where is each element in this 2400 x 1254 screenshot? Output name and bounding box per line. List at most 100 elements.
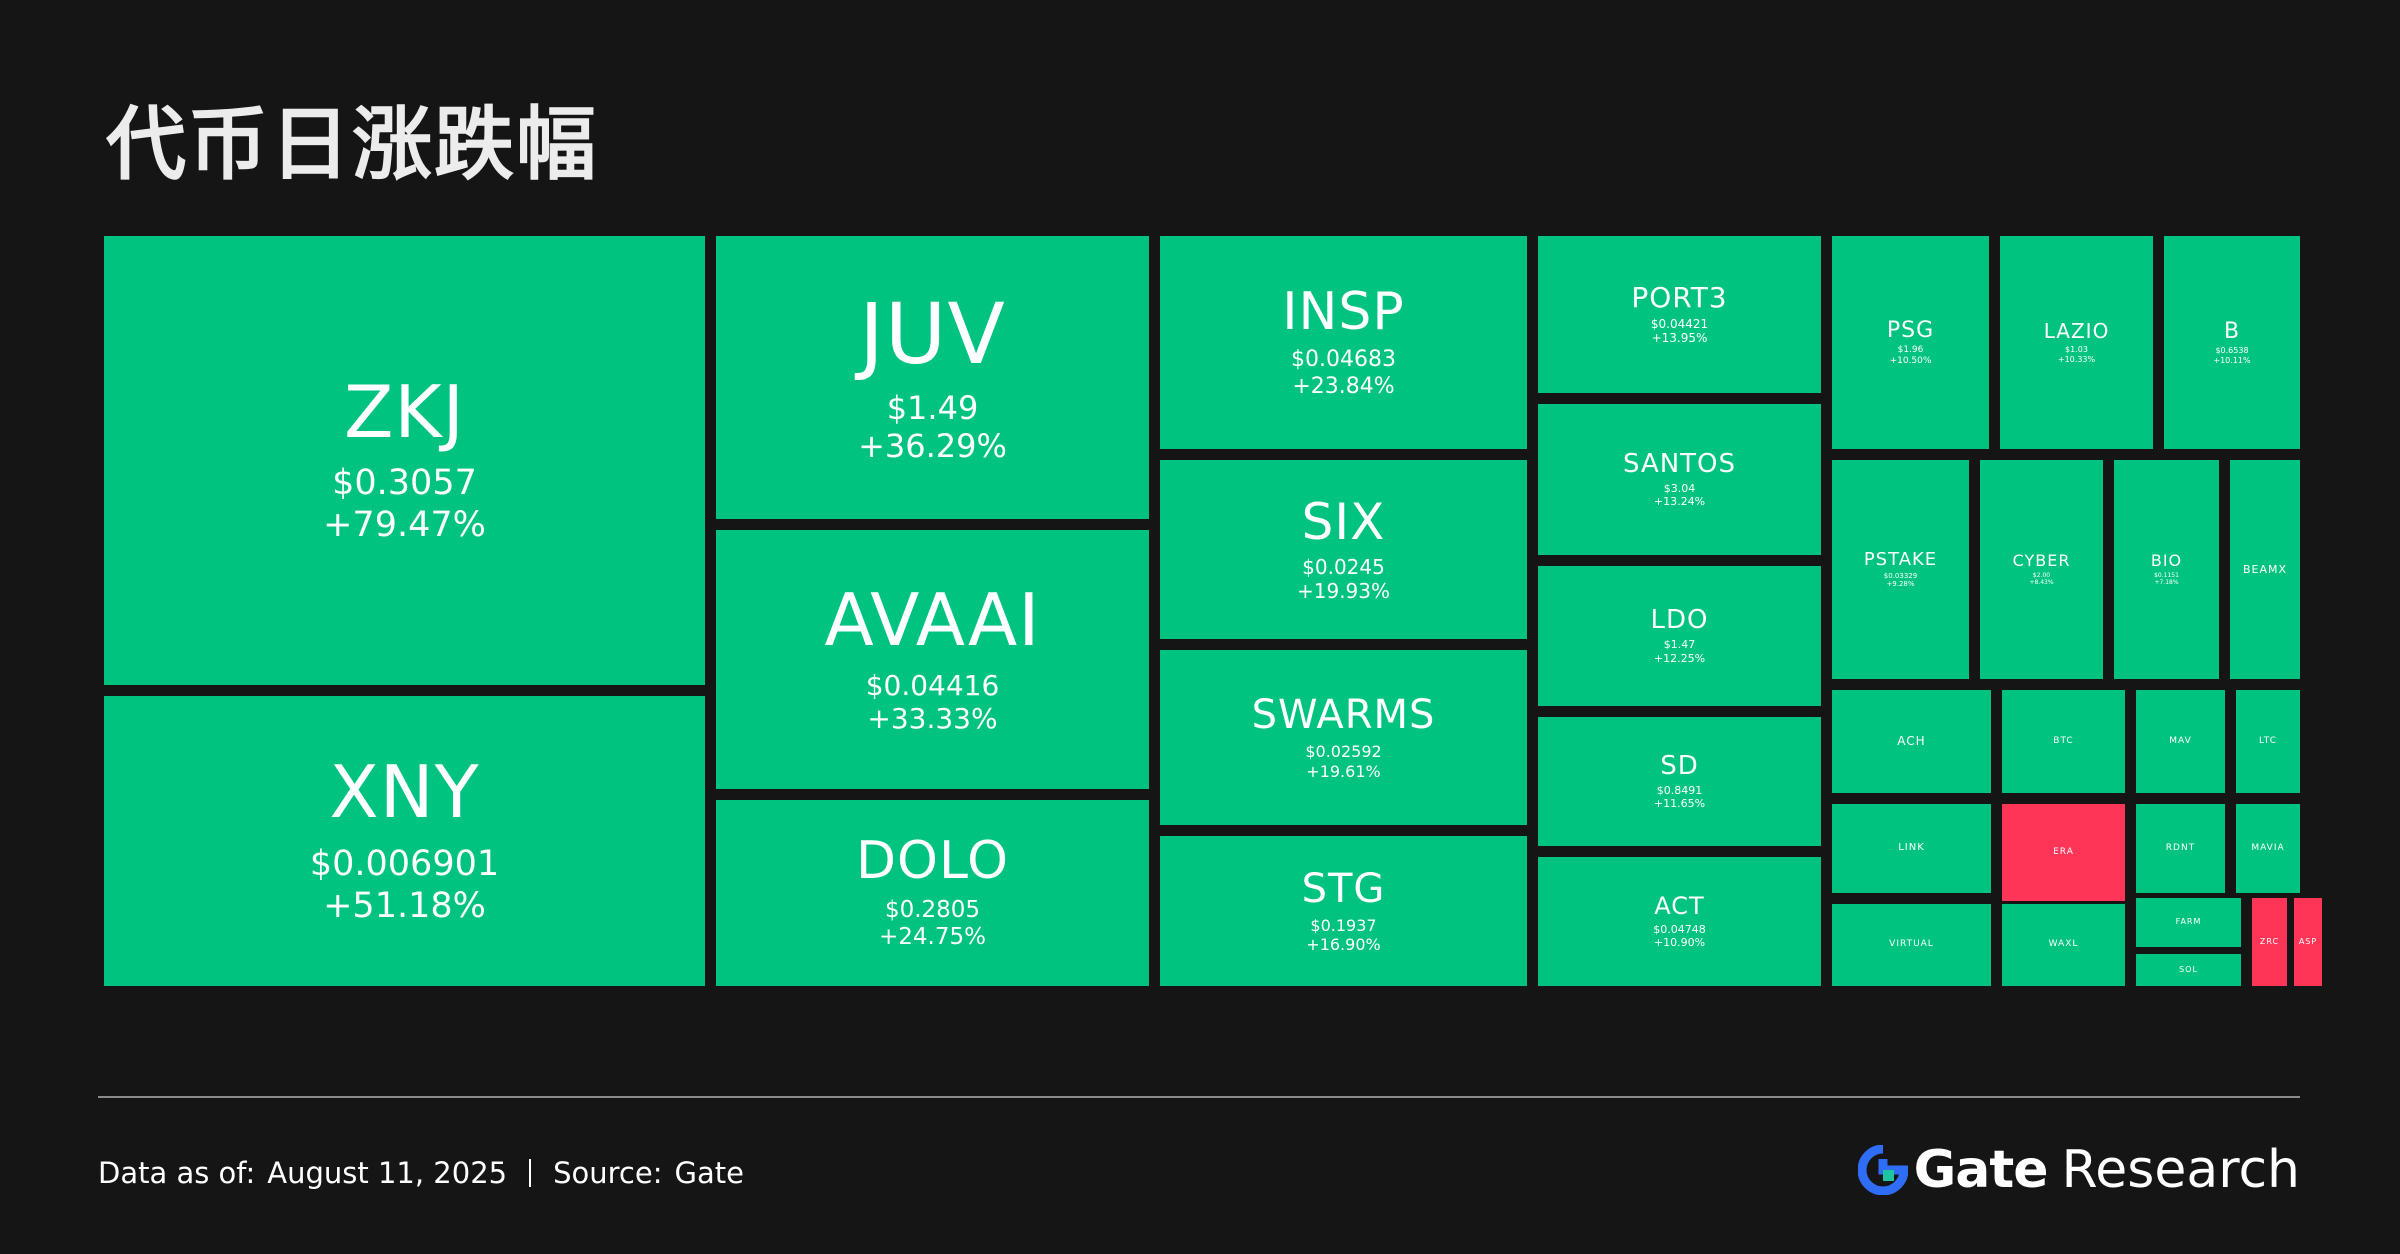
- tile-price: $0.03329: [1883, 571, 1918, 580]
- tile-price: $0.2805: [884, 896, 981, 923]
- tile-symbol: PSG: [1886, 317, 1935, 343]
- tile-change: +33.33%: [867, 702, 998, 736]
- tile-price: $0.0245: [1302, 555, 1385, 580]
- tile-change: +79.47%: [323, 505, 486, 546]
- treemap-tile-era: ERA: [2002, 804, 2125, 901]
- tile-change: +16.90%: [1306, 935, 1381, 954]
- tile-symbol: SANTOS: [1622, 448, 1737, 479]
- tile-price: $0.6538: [2215, 345, 2249, 355]
- treemap-tile-sol: SOL: [2136, 954, 2241, 986]
- tile-price: $0.8491: [1656, 783, 1703, 797]
- tile-price: $0.006901: [309, 843, 500, 884]
- tile-price: $2.00: [2032, 571, 2051, 579]
- tile-change: +9.28%: [1886, 579, 1915, 588]
- tile-symbol: MAVIA: [2251, 842, 2285, 853]
- treemap-tile-insp: INSP $0.04683 +23.84%: [1160, 236, 1527, 449]
- tile-symbol: LDO: [1650, 605, 1709, 636]
- treemap-tile-ldo: LDO $1.47 +12.25%: [1538, 566, 1821, 706]
- tile-price: $1.49: [886, 388, 979, 427]
- tile-change: +10.33%: [2057, 354, 2096, 364]
- tile-price: $0.1151: [2154, 571, 2179, 579]
- tile-price: $1.47: [1663, 638, 1696, 652]
- date-value: August 11, 2025: [267, 1156, 508, 1190]
- treemap: ZKJ $0.3057 +79.47% XNY $0.006901 +51.18% JUV $…: [104, 236, 2322, 986]
- tile-change: +19.93%: [1296, 579, 1391, 604]
- tile-symbol: FARM: [2175, 917, 2202, 927]
- tile-symbol: PORT3: [1631, 281, 1728, 315]
- treemap-tile-asp: ASP: [2294, 898, 2322, 986]
- tile-price: $0.04683: [1291, 347, 1396, 373]
- tile-symbol: BEAMX: [2242, 562, 2288, 576]
- tile-change: +10.50%: [1889, 355, 1932, 366]
- treemap-tile-link: LINK: [1832, 804, 1991, 893]
- tile-symbol: SWARMS: [1251, 692, 1436, 739]
- treemap-tile-act: ACT $0.04748 +10.90%: [1538, 857, 1821, 986]
- tile-price: $0.3057: [332, 463, 477, 504]
- tile-symbol: STG: [1301, 865, 1386, 912]
- date-label: Data as of:: [98, 1156, 256, 1190]
- tile-symbol: BIO: [2150, 550, 2183, 570]
- tile-price: $3.04: [1663, 481, 1696, 495]
- tile-symbol: DOLO: [855, 831, 1010, 892]
- tile-change: +11.65%: [1653, 797, 1706, 811]
- tile-symbol: ERA: [2053, 846, 2074, 857]
- tile-symbol: SD: [1660, 750, 1699, 781]
- tile-symbol: VIRTUAL: [1889, 939, 1934, 950]
- tile-change: +24.75%: [879, 924, 986, 951]
- treemap-tile-bio: BIO $0.1151 +7.18%: [2114, 460, 2219, 679]
- tile-symbol: AVAAI: [824, 578, 1041, 663]
- treemap-tile-mav: MAV: [2136, 690, 2225, 793]
- tile-symbol: ACH: [1897, 734, 1926, 749]
- treemap-tile-port3: PORT3 $0.04421 +13.95%: [1538, 236, 1821, 393]
- tile-symbol: RDNT: [2165, 842, 2196, 853]
- tile-symbol: SIX: [1301, 492, 1386, 551]
- treemap-tile-ltc: LTC: [2236, 690, 2300, 793]
- treemap-tile-farm: FARM: [2136, 898, 2241, 947]
- brand-name: Gate: [1913, 1140, 2049, 1200]
- gate-logo-icon: [1857, 1145, 1908, 1195]
- treemap-tile-lazio: LAZIO $1.03 +10.33%: [2000, 236, 2153, 449]
- tile-change: +13.24%: [1653, 495, 1706, 509]
- tile-symbol: ZKJ: [344, 369, 465, 454]
- brand: Gate Research: [1857, 1140, 2300, 1200]
- brand-suffix: Research: [2061, 1140, 2300, 1200]
- tile-change: +23.84%: [1292, 373, 1395, 399]
- tile-symbol: XNY: [329, 750, 480, 835]
- treemap-tile-btc: BTC: [2002, 690, 2125, 793]
- tile-symbol: CYBER: [2012, 550, 2071, 570]
- tile-symbol: JUV: [859, 284, 1006, 383]
- tile-change: +51.18%: [323, 885, 486, 926]
- footer-divider: [98, 1096, 2300, 1098]
- treemap-tile-santos: SANTOS $3.04 +13.24%: [1538, 404, 1821, 555]
- treemap-tile-psg: PSG $1.96 +10.50%: [1832, 236, 1989, 449]
- treemap-tile-ach: ACH: [1832, 690, 1991, 793]
- tile-symbol: ASP: [2298, 936, 2318, 946]
- treemap-tile-dolo: DOLO $0.2805 +24.75%: [716, 800, 1149, 986]
- treemap-tile-six: SIX $0.0245 +19.93%: [1160, 460, 1527, 639]
- tile-symbol: LTC: [2258, 735, 2278, 746]
- treemap-tile-waxl: WAXL: [2002, 904, 2125, 986]
- footer-separator: [529, 1159, 532, 1187]
- source-value: Gate: [674, 1156, 744, 1190]
- tile-symbol: ZRC: [2259, 936, 2280, 946]
- treemap-tile-rdnt: RDNT: [2136, 804, 2225, 893]
- tile-change: +36.29%: [858, 427, 1007, 466]
- tile-symbol: B: [2223, 318, 2241, 344]
- treemap-tile-avaai: AVAAI $0.04416 +33.33%: [716, 530, 1149, 789]
- treemap-tile-mavia: MAVIA: [2236, 804, 2300, 893]
- chart-title: 代币日涨跌幅: [106, 98, 598, 191]
- treemap-tile-zkj: ZKJ $0.3057 +79.47%: [104, 236, 705, 685]
- source-label: Source:: [553, 1156, 663, 1190]
- footer: Data as of: August 11, 2025 Source: Gate: [98, 1156, 744, 1190]
- tile-change: +10.11%: [2213, 355, 2251, 365]
- tile-symbol: INSP: [1282, 281, 1405, 342]
- tile-price: $0.02592: [1305, 742, 1382, 762]
- treemap-tile-zrc: ZRC: [2252, 898, 2287, 986]
- tile-price: $1.96: [1897, 344, 1924, 355]
- treemap-tile-pstake: PSTAKE $0.03329 +9.28%: [1832, 460, 1969, 679]
- tile-price: $0.04748: [1653, 922, 1706, 936]
- treemap-tile-sd: SD $0.8491 +11.65%: [1538, 717, 1821, 846]
- tile-symbol: ACT: [1654, 891, 1705, 920]
- treemap-tile-xny: XNY $0.006901 +51.18%: [104, 696, 705, 986]
- tile-symbol: SOL: [2179, 964, 2198, 974]
